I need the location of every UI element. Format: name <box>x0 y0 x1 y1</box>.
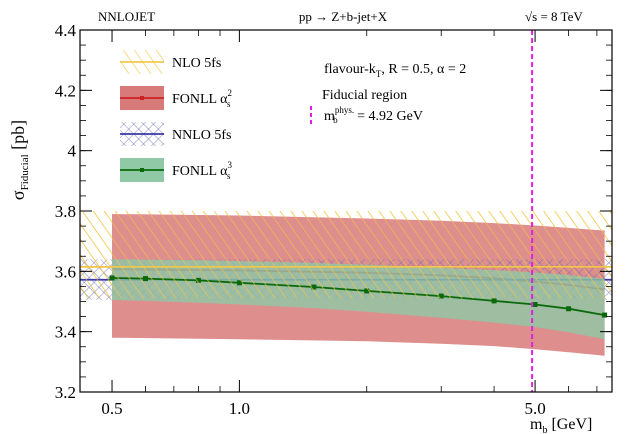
y-tick-label: 4 <box>68 142 77 161</box>
annotation-algorithm: flavour-kT, R = 0.5, α = 2 <box>324 62 466 79</box>
axes: 3.2 3.4 3.6 3.8 4 4.2 4.4 0.5 1.0 5.0 <box>55 21 612 418</box>
annotation-mb: mphys. b = 4.92 GeV <box>324 105 423 125</box>
legend-label-nlo-5fs: NLO 5fs <box>172 56 221 71</box>
point-fonll-s-3 <box>491 298 497 304</box>
header-left: NNLOJET <box>98 9 155 24</box>
legend: NLO 5fs FONLL α2 s NNLO 5fs FONLL α3 s <box>120 50 232 182</box>
y-tick-label: 3.2 <box>55 383 76 402</box>
plot-area <box>80 30 612 392</box>
point-fonll-s-3 <box>602 312 608 318</box>
y-axis-label: σFiducial [pb] <box>8 120 31 200</box>
x-tick-label: 0.5 <box>101 399 122 418</box>
y-tick-label: 3.8 <box>55 202 76 221</box>
y-tick-label: 4.4 <box>55 21 77 40</box>
legend-marker-fonll-s-2 <box>140 96 144 100</box>
legend-label-fonll-s-3: FONLL α3 s <box>172 160 232 181</box>
legend-label-fonll-s-2: FONLL α2 s <box>172 88 232 109</box>
x-tick-label: 1.0 <box>229 399 250 418</box>
header-center: pp → Z+b-jet+X <box>299 9 388 24</box>
legend-label-nnlo-5fs: NNLO 5fs <box>172 128 232 143</box>
annotation-region: Fiducial region <box>322 88 407 103</box>
x-axis-label: mb [GeV] <box>530 416 592 434</box>
x-tick-label: 5.0 <box>524 399 545 418</box>
band-overlay-nlo-5fs <box>80 211 612 299</box>
y-tick-label: 3.4 <box>55 323 77 342</box>
y-tick-label: 4.2 <box>55 81 76 100</box>
header-right: √s = 8 TeV <box>525 9 583 24</box>
y-tick-label: 3.6 <box>55 262 76 281</box>
point-fonll-s-3 <box>532 302 538 308</box>
legend-marker-fonll-s-3 <box>140 168 144 172</box>
point-fonll-s-3 <box>566 306 572 312</box>
